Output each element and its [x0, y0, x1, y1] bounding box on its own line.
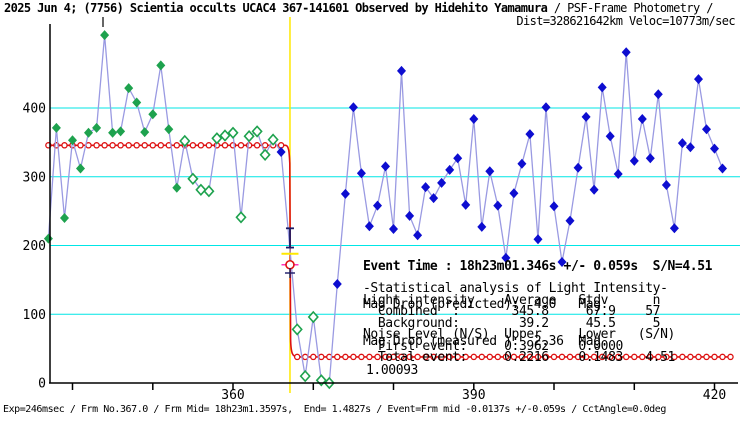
mag-drop-measured-line: Mag Drop (measured ): 2.36 Mag.	[363, 334, 609, 349]
distance-velocity-readout: Dist=328621642km Veloc=10773m/sec	[516, 14, 735, 28]
stats-line: First event: 0.3962 0.0000	[363, 338, 623, 354]
stats-line: Background: 39.2 45.5 5	[363, 315, 661, 331]
svg-text:420: 420	[703, 388, 726, 403]
stats-line: Combined : 345.8 67.9 57	[363, 304, 661, 319]
stats-line: -Statistical analysis of Light Intensity…	[363, 281, 668, 296]
svg-text:360: 360	[221, 388, 244, 403]
stats-line: Noise Level (N/S) Upper Lower (S/N)	[363, 327, 675, 342]
stats-line: Total event: 0.2216 0.1483 4.51	[363, 350, 675, 365]
svg-text:390: 390	[462, 388, 485, 403]
chart-title-method: / PSF-Frame Photometry /	[547, 1, 714, 15]
event-time-line: Event Time : 18h23m01.346s +/- 0.059s S/…	[363, 259, 713, 274]
svg-text:200: 200	[23, 239, 46, 254]
stats-line: Light intensity Average Stdv n	[363, 292, 661, 308]
frame-info-statusbar: Exp=246msec / Frm No.367.0 / Frm Mid= 18…	[3, 404, 666, 415]
chart-title: 2025 Jun 4; (7756) Scientia occults UCAC…	[4, 1, 713, 15]
svg-text:0: 0	[38, 377, 46, 392]
event-time-summary: Event Time : 18h23m01.346s +/- 0.059s S/…	[363, 236, 712, 374]
normalization-value: 1.00093	[366, 363, 418, 378]
svg-text:100: 100	[23, 308, 46, 323]
chart-title-main: 2025 Jun 4; (7756) Scientia occults UCAC…	[4, 1, 548, 15]
svg-text:300: 300	[23, 170, 46, 185]
mag-drop-predicted-line: Mag Drop (predicted): 4.0 Mag.	[363, 296, 609, 312]
svg-text:400: 400	[23, 102, 46, 117]
statistics-block: -Statistical analysis of Light Intensity…	[363, 281, 675, 365]
